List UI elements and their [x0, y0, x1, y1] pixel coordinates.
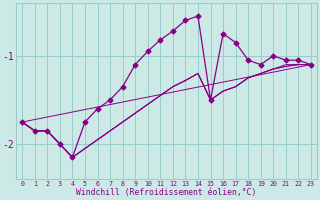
X-axis label: Windchill (Refroidissement éolien,°C): Windchill (Refroidissement éolien,°C): [76, 188, 257, 197]
